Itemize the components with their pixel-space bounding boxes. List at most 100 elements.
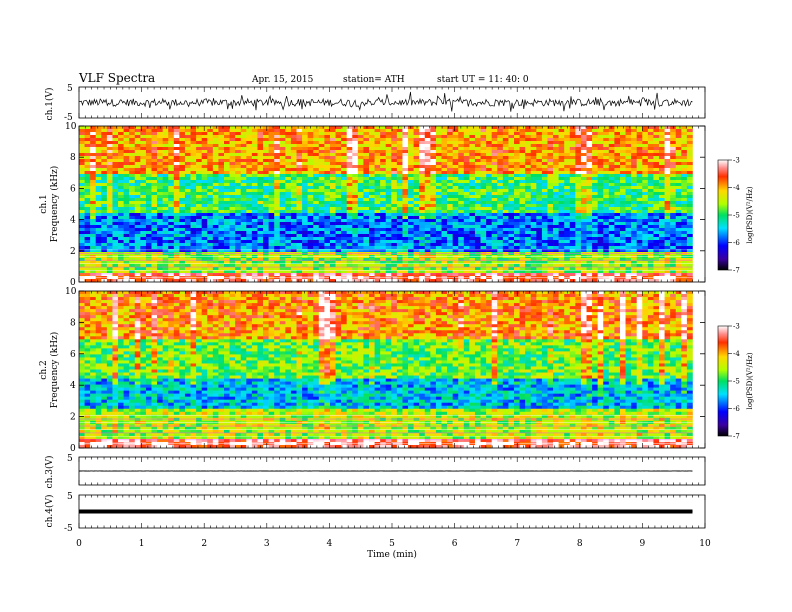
spectrogram-cell — [564, 168, 571, 172]
spectrogram-cell — [458, 270, 465, 274]
spectrogram-cell — [346, 135, 353, 139]
spectrogram-cell — [519, 216, 526, 220]
spectrogram-cell — [402, 219, 409, 223]
spectrogram-cell — [447, 165, 453, 169]
spectrogram-cell — [140, 228, 147, 232]
spectrogram-cell — [184, 210, 191, 214]
spectrogram-cell — [263, 186, 269, 190]
spectrogram-cell — [603, 213, 610, 217]
spectrogram-cell — [380, 228, 387, 232]
spectrogram-cell — [285, 279, 292, 283]
spectrogram-cell — [502, 261, 509, 265]
spectrogram-cell — [608, 147, 615, 151]
spectrogram-cell — [179, 186, 186, 190]
spectrogram-cell — [79, 216, 85, 220]
spectrogram-cell — [430, 171, 437, 175]
spectrogram-cell — [553, 225, 559, 229]
spectrogram-cell — [84, 276, 91, 280]
spectrogram-cell — [463, 261, 470, 265]
spectrogram-cell — [251, 264, 258, 268]
spectrogram-cell — [391, 165, 398, 169]
spectrogram-cell — [302, 177, 308, 181]
spectrogram-cell — [279, 126, 286, 130]
spectrogram-cell — [246, 246, 253, 250]
spectrogram-cell — [603, 222, 610, 226]
spectrogram-cell — [380, 189, 387, 193]
spectrogram-cell — [435, 228, 442, 232]
spectrogram-cell — [413, 135, 420, 139]
spectrogram-cell — [341, 267, 347, 271]
spectrogram-cell — [441, 240, 448, 244]
spectrogram-cell — [168, 225, 175, 229]
spectrogram-cell — [341, 144, 347, 148]
spectrogram-cell — [90, 162, 97, 166]
spectrogram-cell — [140, 147, 147, 151]
spectrogram-cell — [396, 237, 403, 241]
spectrogram-cell — [129, 237, 136, 241]
spectrogram-cell — [408, 135, 414, 139]
spectrogram-cell — [586, 153, 593, 157]
spectrogram-cell — [508, 168, 515, 172]
spectrogram-cell — [257, 216, 264, 220]
spectrogram-cell — [541, 240, 548, 244]
spectrogram-cell — [385, 171, 392, 175]
spectrogram-cell — [463, 198, 470, 202]
spectrogram-cell — [140, 129, 147, 133]
spectrogram-cell — [452, 183, 459, 187]
spectrogram-cell — [608, 135, 615, 139]
spectrogram-cell — [486, 168, 493, 172]
spectrogram-cell — [402, 210, 409, 214]
spectrogram-cell — [469, 144, 476, 148]
spectrogram-cell — [480, 195, 487, 199]
spectrogram-cell — [474, 159, 481, 163]
spectrogram-cell — [207, 222, 214, 226]
spectrogram-cell — [290, 153, 297, 157]
spectrogram-cell — [357, 201, 364, 205]
spectrogram-cell — [101, 165, 108, 169]
spectrogram-cell — [547, 276, 554, 280]
spectrogram-cell — [329, 174, 336, 178]
spectrogram-cell — [240, 135, 247, 139]
spectrogram-cell — [396, 180, 403, 184]
spectrogram-cell — [592, 261, 598, 265]
spectrogram-cell — [157, 162, 163, 166]
spectrogram-cell — [447, 249, 453, 253]
spectrogram-cell — [508, 141, 515, 145]
spectrogram-cell — [145, 171, 152, 175]
spectrogram-cell — [168, 174, 175, 178]
spectrogram-cell — [212, 264, 219, 268]
spectrogram-cell — [101, 204, 108, 208]
spectrogram-cell — [168, 195, 175, 199]
spectrogram-cell — [597, 171, 604, 175]
spectrogram-cell — [162, 240, 169, 244]
spectrogram-cell — [257, 261, 264, 265]
spectrogram-cell — [430, 168, 437, 172]
spectrogram-cell — [536, 132, 543, 136]
spectrogram-cell — [118, 174, 124, 178]
spectrogram-cell — [90, 156, 97, 160]
spectrogram-cell — [95, 174, 102, 178]
spectrogram-cell — [307, 138, 314, 142]
spectrogram-cell — [530, 243, 537, 247]
spectrogram-cell — [329, 168, 336, 172]
spectrogram-cell — [424, 204, 431, 208]
spectrogram-cell — [424, 246, 431, 250]
spectrogram-cell — [580, 225, 587, 229]
spectrogram-cell — [123, 141, 130, 145]
spectrogram-cell — [380, 132, 387, 136]
spectrogram-cell — [608, 177, 615, 181]
spectrogram-cell — [318, 204, 325, 208]
spectrogram-cell — [84, 129, 91, 133]
spectrogram-cell — [374, 141, 381, 145]
spectrogram-cell — [84, 159, 91, 163]
spectrogram-cell — [424, 219, 431, 223]
spectrogram-cell — [419, 159, 426, 163]
spectrogram-cell — [463, 138, 470, 142]
spectrogram-cell — [525, 249, 532, 253]
spectrogram-cell — [179, 228, 186, 232]
spectrogram-cell — [207, 192, 214, 196]
spectrogram-cell — [441, 129, 448, 133]
spectrogram-cell — [536, 228, 543, 232]
spectrogram-cell — [157, 270, 163, 274]
spectrogram-cell — [525, 228, 532, 232]
